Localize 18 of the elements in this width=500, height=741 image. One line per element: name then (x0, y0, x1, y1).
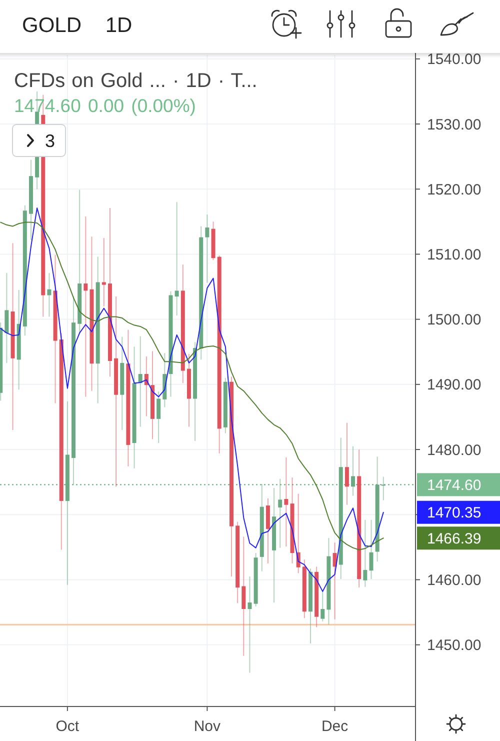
text: 1470.35 (427, 504, 482, 522)
x-tick-label: Oct (56, 718, 80, 735)
y-tick-label: 1450.00 (427, 637, 482, 654)
y-tick-label: 1510.00 (427, 246, 482, 264)
x-tick-label: Nov (194, 718, 222, 735)
y-tick-label: 1520.00 (427, 181, 482, 198)
text: 1466.39 (427, 530, 482, 548)
y-tick-label: 1530.00 (427, 116, 482, 134)
ref-line-label: 1474.60 (427, 476, 482, 494)
y-tick-label: 1500.00 (427, 312, 482, 329)
chart-title: GOLD 1D (22, 14, 132, 37)
y-tick-label: 1540.00 (427, 51, 482, 68)
x-tick-label: Dec (321, 718, 349, 735)
y-tick-label: 1460.00 (427, 572, 482, 589)
text: CFDs on Gold ... · 1D · T... (14, 70, 258, 92)
y-tick-label: 1490.00 (427, 376, 482, 394)
annotation: 3 (45, 131, 56, 151)
y-tick-label: 1480.00 (427, 442, 482, 459)
